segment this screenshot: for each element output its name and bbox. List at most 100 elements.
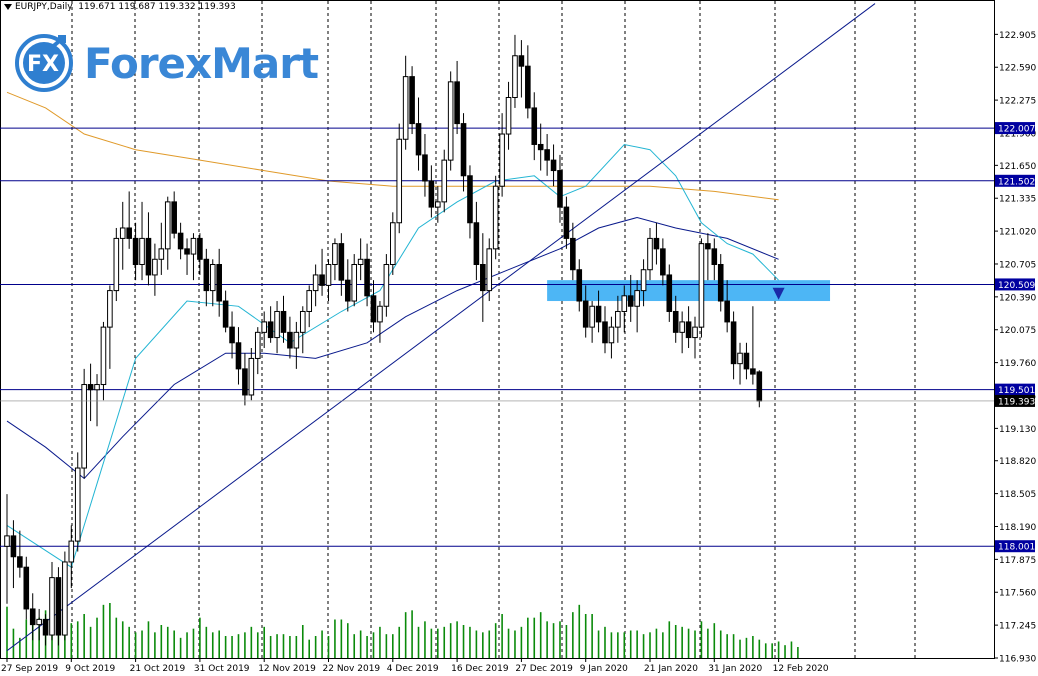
candle-body bbox=[370, 295, 377, 323]
candle-body bbox=[132, 237, 139, 266]
candle-body bbox=[467, 175, 473, 224]
y-tick-label: 119.760 bbox=[999, 359, 1036, 369]
candle-body bbox=[312, 274, 319, 292]
candle-body bbox=[87, 384, 94, 391]
highlight-zone bbox=[547, 280, 831, 302]
x-tick-label: 12 Nov 2019 bbox=[258, 664, 316, 674]
level-label: 122.007 bbox=[998, 125, 1035, 135]
candle-body bbox=[621, 295, 628, 312]
y-tick-label: 121.960 bbox=[999, 129, 1036, 139]
y-tick-label: 120.075 bbox=[999, 326, 1036, 336]
candle-body bbox=[184, 248, 190, 255]
x-tick-label: 21 Oct 2019 bbox=[130, 664, 186, 674]
candle-body bbox=[602, 321, 608, 344]
symbol-label: EURJPY,Daily bbox=[15, 2, 73, 12]
horizontal-levels bbox=[0, 127, 994, 547]
y-tick-label: 116.930 bbox=[999, 655, 1036, 665]
candle-body bbox=[49, 577, 55, 636]
candle-body bbox=[267, 321, 274, 339]
level-label-box bbox=[995, 278, 1035, 291]
candle-body bbox=[647, 237, 653, 271]
candle-body bbox=[544, 149, 550, 161]
y-tick-label: 120.390 bbox=[999, 293, 1036, 303]
candle-body bbox=[377, 305, 383, 323]
x-tick-label: 16 Dec 2019 bbox=[451, 664, 509, 674]
level-label-box bbox=[995, 122, 1035, 135]
volume-bars bbox=[6, 603, 799, 658]
candle-body bbox=[692, 326, 698, 339]
candle-body bbox=[351, 264, 358, 302]
candle-body bbox=[705, 243, 711, 250]
ma-long-line bbox=[6, 91, 779, 201]
candle-body bbox=[119, 227, 126, 239]
candle-body bbox=[660, 248, 666, 276]
candle-body bbox=[23, 566, 30, 610]
candle-body bbox=[512, 55, 518, 99]
candle-body bbox=[415, 123, 422, 156]
candle-body bbox=[486, 248, 493, 292]
level-label-box bbox=[995, 540, 1035, 553]
candle-body bbox=[81, 384, 87, 469]
x-tick-label: 31 Oct 2019 bbox=[194, 664, 250, 674]
candle-body bbox=[608, 326, 615, 344]
candle-body bbox=[627, 295, 634, 307]
candle-body bbox=[242, 368, 248, 396]
candle-body bbox=[177, 232, 184, 250]
candle-body bbox=[435, 201, 441, 208]
candle-body bbox=[107, 290, 113, 328]
candle-body bbox=[126, 227, 132, 239]
y-tick-label: 121.020 bbox=[999, 228, 1036, 238]
dropdown-triangle-icon[interactable] bbox=[4, 3, 12, 10]
candle-body bbox=[62, 561, 68, 636]
fx-badge-icon: FX bbox=[15, 34, 73, 92]
candle-body bbox=[139, 237, 145, 266]
candle-body bbox=[164, 201, 171, 250]
candle-body bbox=[203, 258, 210, 292]
candle-body bbox=[274, 310, 280, 339]
candle-body bbox=[589, 305, 595, 328]
candle-body bbox=[756, 371, 763, 402]
candle-body bbox=[338, 243, 345, 281]
candle-body bbox=[55, 577, 62, 636]
candle-body bbox=[306, 290, 313, 312]
x-tick-label: 12 Feb 2020 bbox=[773, 664, 829, 674]
x-tick-label: 27 Dec 2019 bbox=[515, 664, 573, 674]
candle-body bbox=[68, 540, 75, 563]
candle-body bbox=[505, 97, 512, 135]
candle-body bbox=[280, 310, 287, 333]
brand-logo: FX ForexMart bbox=[14, 26, 319, 100]
candle-body bbox=[537, 143, 544, 151]
candle-body bbox=[216, 264, 222, 302]
candle-body bbox=[235, 342, 242, 370]
candle-body bbox=[525, 65, 531, 109]
level-label-box bbox=[995, 383, 1035, 396]
candle-body bbox=[531, 107, 538, 145]
candle-body bbox=[473, 222, 480, 266]
candle-body bbox=[229, 326, 235, 344]
candle-body bbox=[36, 618, 42, 626]
ohlc-values: 119.671 119.687 119.332 119.393 bbox=[78, 2, 236, 12]
candle-body bbox=[17, 556, 23, 568]
candle-body bbox=[518, 55, 525, 67]
candle-body bbox=[428, 180, 435, 208]
candle-body bbox=[447, 81, 454, 161]
candle-body bbox=[460, 123, 467, 177]
candle-body bbox=[576, 269, 583, 302]
y-tick-label: 117.875 bbox=[999, 556, 1036, 566]
brand-text: ForexMart bbox=[84, 38, 319, 88]
x-tick-label: 31 Jan 2020 bbox=[708, 664, 762, 674]
candle-body bbox=[409, 76, 415, 125]
y-tick-label: 121.650 bbox=[999, 162, 1036, 172]
y-tick-label: 121.335 bbox=[999, 195, 1036, 205]
candle-body bbox=[396, 138, 403, 224]
candle-body bbox=[299, 310, 306, 333]
candle-body bbox=[293, 331, 300, 349]
candle-body bbox=[570, 237, 576, 271]
markers bbox=[772, 287, 785, 300]
y-tick-label: 119.130 bbox=[999, 425, 1036, 435]
level-label: 118.001 bbox=[998, 543, 1035, 553]
y-tick-label: 118.190 bbox=[999, 523, 1036, 533]
ma-slow-line bbox=[6, 216, 779, 480]
